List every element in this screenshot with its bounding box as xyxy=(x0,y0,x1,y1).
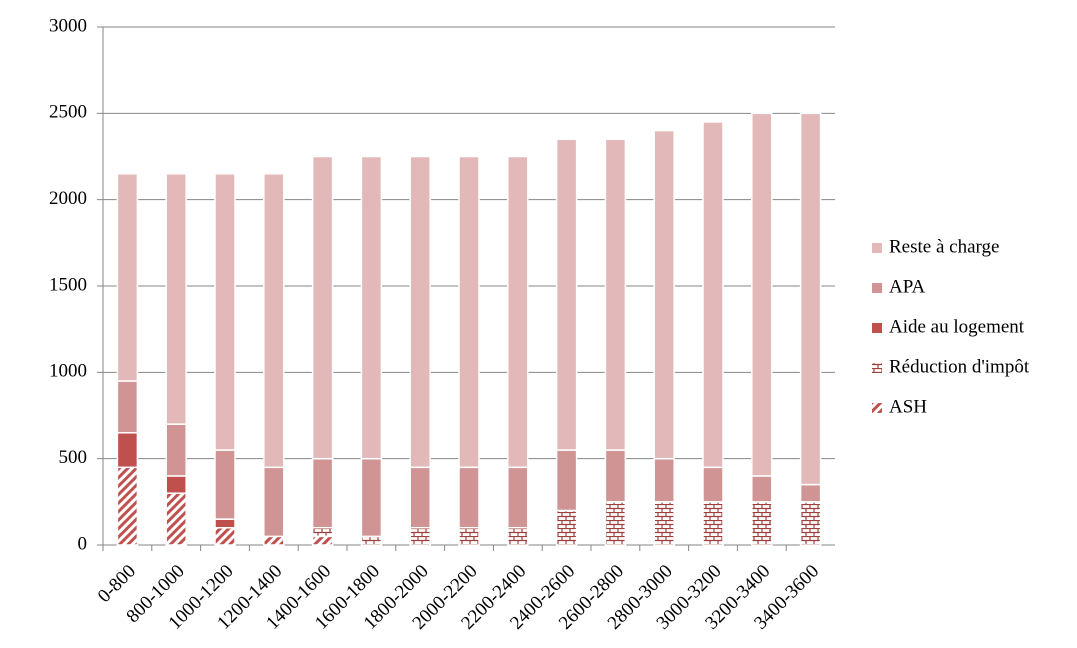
bar-segment xyxy=(555,138,578,451)
bar-segment xyxy=(751,475,773,503)
bar-segment xyxy=(360,457,383,538)
bar-segment xyxy=(604,501,627,546)
bar-segment xyxy=(409,526,431,546)
bar-segment xyxy=(604,138,627,451)
bar-segment xyxy=(458,155,480,469)
bar-segment xyxy=(799,483,822,503)
legend-swatch xyxy=(872,283,882,293)
bar-segment xyxy=(263,466,285,538)
y-tick-label: 3000 xyxy=(49,15,87,36)
bar-segment xyxy=(507,155,529,469)
bar-segment xyxy=(360,535,383,546)
bar-segment xyxy=(409,155,431,469)
legend-swatch xyxy=(872,403,882,413)
bar-segment xyxy=(214,449,236,520)
bar-segment xyxy=(311,526,334,538)
bar-segment xyxy=(702,466,724,503)
legend-label: APA xyxy=(889,276,926,297)
x-tick-label: 0-800 xyxy=(94,561,140,607)
bar-segment xyxy=(311,155,334,460)
y-tick-label: 0 xyxy=(78,533,88,554)
bar-segment xyxy=(458,526,480,546)
bar-segment xyxy=(653,457,675,503)
bar-segment xyxy=(214,173,236,451)
bar-segment xyxy=(507,526,529,546)
bar-segment xyxy=(263,535,285,546)
bar-segment xyxy=(214,526,236,546)
bar-segment xyxy=(653,129,675,460)
bar-segment xyxy=(751,501,773,546)
bar-segment xyxy=(360,155,383,460)
bar-segment xyxy=(555,509,578,546)
y-tick-label: 1000 xyxy=(49,361,87,382)
bar-segment xyxy=(311,535,334,546)
bar-segment xyxy=(507,466,529,529)
bar-segment xyxy=(263,173,285,469)
bar-segment xyxy=(799,501,822,546)
bar-segment xyxy=(165,173,187,425)
legend-label: Réduction d'impôt xyxy=(889,356,1030,377)
legend-swatch xyxy=(872,243,882,253)
bar-segment xyxy=(116,173,139,382)
bar-segment xyxy=(116,432,139,469)
y-tick-label: 500 xyxy=(59,447,88,468)
bar-segment xyxy=(702,501,724,546)
bar-segment xyxy=(653,501,675,546)
legend-label: Aide au logement xyxy=(889,316,1025,337)
legend-swatch xyxy=(872,323,882,333)
bar-segment xyxy=(751,112,773,477)
y-tick-label: 2000 xyxy=(49,188,87,209)
bar-segment xyxy=(555,449,578,512)
bar-segment xyxy=(702,121,724,469)
bar-segment xyxy=(165,475,187,494)
bar-segment xyxy=(604,449,627,503)
bar-segment xyxy=(116,380,139,434)
y-tick-label: 1500 xyxy=(49,274,87,295)
y-tick-label: 2500 xyxy=(49,102,87,123)
bar-segment xyxy=(458,466,480,529)
bar-segment xyxy=(799,112,822,486)
bar-segment xyxy=(409,466,431,529)
legend-swatch xyxy=(872,363,882,373)
bar-segment xyxy=(214,518,236,529)
bar-segment xyxy=(311,457,334,529)
bar-segment xyxy=(165,423,187,477)
legend-label: ASH xyxy=(889,396,927,417)
legend-label: Reste à charge xyxy=(889,236,999,257)
bar-segment xyxy=(116,466,139,546)
bar-segment xyxy=(165,492,187,546)
